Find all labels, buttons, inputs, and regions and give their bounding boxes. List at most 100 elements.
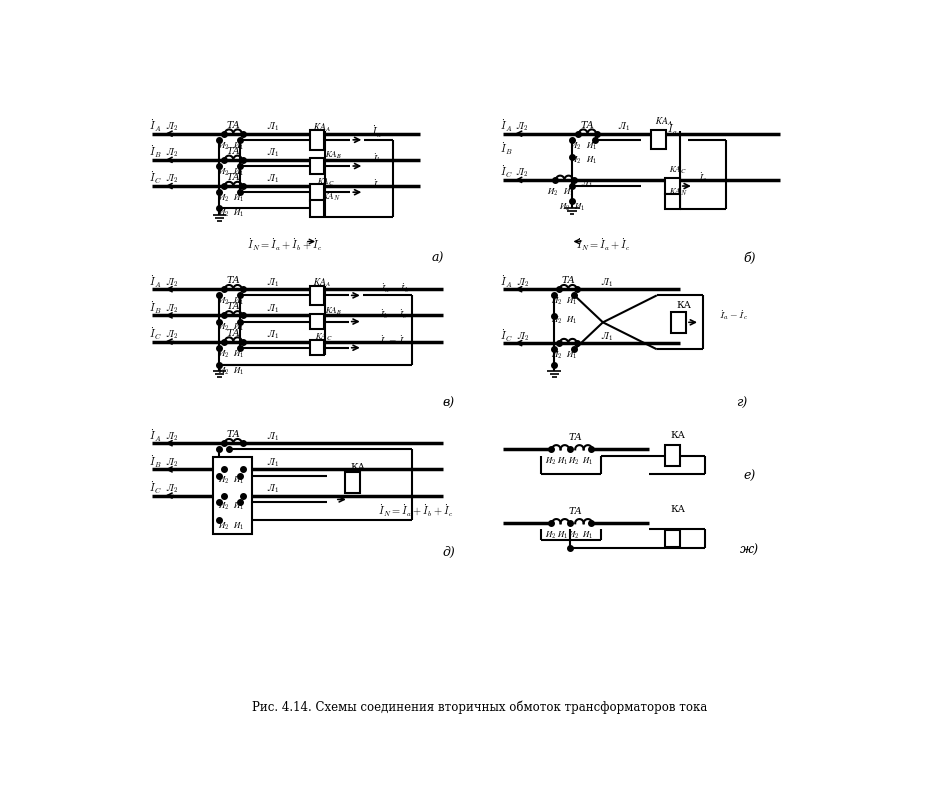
Text: $Л_1$: $Л_1$ (581, 177, 593, 190)
Text: ж): ж) (739, 544, 759, 557)
Text: КА: КА (676, 301, 692, 310)
Text: $Л_1$: $Л_1$ (268, 328, 279, 341)
Bar (345, 472, 360, 493)
Text: $И_2$: $И_2$ (570, 140, 581, 152)
Bar (311, 286, 324, 305)
Text: $КА_В$: $КА_В$ (325, 149, 342, 161)
Text: $Л_1$: $Л_1$ (268, 430, 279, 442)
Text: $Л_2$: $Л_2$ (517, 330, 529, 343)
Text: $И_2$: $И_2$ (568, 530, 579, 542)
Text: $\dot{I}_C$: $\dot{I}_C$ (149, 480, 162, 496)
Text: $Л_1$: $Л_1$ (268, 456, 279, 469)
Text: $И_2$: $И_2$ (217, 322, 229, 334)
Text: $\dot{I}_a-\dot{I}_b$: $\dot{I}_a-\dot{I}_b$ (380, 280, 410, 295)
Text: $И_2$: $И_2$ (217, 166, 229, 178)
Text: $Л_2$: $Л_2$ (166, 172, 178, 185)
Text: ТА: ТА (227, 121, 241, 130)
Text: $КА_А$: $КА_А$ (313, 276, 331, 289)
Text: $Л_2$: $Л_2$ (166, 482, 178, 495)
Text: $Л_2$: $Л_2$ (166, 430, 178, 442)
Bar (665, 530, 680, 547)
Text: ТА: ТА (562, 276, 576, 285)
Text: б): б) (743, 252, 755, 265)
Text: $\dot{I}_C$: $\dot{I}_C$ (500, 327, 512, 343)
Text: $КА_В$: $КА_В$ (325, 305, 342, 317)
Text: $И_2$: $И_2$ (551, 314, 563, 326)
Text: $\dot{I}_b$: $\dot{I}_b$ (372, 152, 381, 165)
Text: $И_1$: $И_1$ (557, 456, 568, 467)
Text: $И_1$: $И_1$ (233, 475, 244, 486)
Text: $\dot{I}_C$: $\dot{I}_C$ (500, 164, 512, 181)
Text: $\dot{I}_c$: $\dot{I}_c$ (372, 177, 381, 192)
Text: $И_2$: $И_2$ (217, 140, 229, 152)
Text: $И_1$: $И_1$ (233, 348, 244, 359)
Text: $И_1$: $И_1$ (566, 314, 578, 326)
Text: $\dot{I}_N=\dot{I}_a+\dot{I}_b+\dot{I}_c$: $\dot{I}_N=\dot{I}_a+\dot{I}_b+\dot{I}_c… (378, 503, 453, 519)
Text: ТА: ТА (227, 329, 241, 338)
Text: ТА: ТА (569, 434, 583, 442)
Text: $\dot{I}_A$: $\dot{I}_A$ (500, 273, 512, 289)
Text: $И_1$: $И_1$ (582, 456, 593, 467)
Text: $Л_2$: $Л_2$ (166, 456, 178, 469)
Bar (665, 445, 680, 467)
Text: $И_1$: $И_1$ (557, 530, 568, 542)
Text: $\dot{I}_A$: $\dot{I}_A$ (500, 118, 512, 134)
Text: $\dot{I}_A$: $\dot{I}_A$ (150, 427, 162, 443)
Text: $Л_2$: $Л_2$ (516, 120, 528, 133)
Text: $Л_2$: $Л_2$ (166, 276, 178, 289)
Text: $И_2$: $И_2$ (217, 207, 229, 218)
Text: ТА: ТА (227, 173, 241, 182)
Text: ТА: ТА (580, 121, 594, 130)
Text: КА: КА (351, 463, 366, 472)
Text: $И_2$: $И_2$ (217, 348, 229, 359)
Text: $Л_1$: $Л_1$ (601, 276, 613, 289)
Text: $И_2$: $И_2$ (551, 296, 563, 307)
Text: ТА: ТА (227, 276, 241, 285)
Text: г): г) (736, 397, 747, 409)
Text: $КА_С$: $КА_С$ (316, 177, 334, 188)
Bar (665, 193, 680, 209)
Text: $\dot{I}_A$: $\dot{I}_A$ (150, 118, 162, 134)
Text: $Л_1$: $Л_1$ (268, 302, 279, 315)
Text: $И_2$: $И_2$ (217, 193, 229, 204)
Text: $И_2$: $И_2$ (545, 456, 556, 467)
Text: ТА: ТА (227, 302, 241, 311)
Text: $Л_1$: $Л_1$ (601, 330, 613, 343)
Bar (311, 184, 324, 201)
Text: а): а) (431, 252, 444, 265)
Text: $\dot{I}_B$: $\dot{I}_B$ (149, 454, 162, 470)
Text: $И_2$: $И_2$ (548, 186, 559, 198)
Text: $КА_С$: $КА_С$ (669, 164, 687, 176)
Text: в): в) (443, 397, 455, 409)
Text: $И_1$: $И_1$ (233, 322, 244, 334)
Text: $\dot{I}_N=\dot{I}_a+\dot{I}_c$: $\dot{I}_N=\dot{I}_a+\dot{I}_c$ (576, 236, 630, 252)
Text: $КА_N$: $КА_N$ (322, 192, 341, 203)
Text: д): д) (443, 546, 455, 559)
Text: $Л_1$: $Л_1$ (268, 482, 279, 495)
Bar (311, 314, 324, 330)
Text: $Л_2$: $Л_2$ (166, 120, 178, 133)
Text: $И_1$: $И_1$ (574, 202, 585, 214)
Text: $И_1$: $И_1$ (233, 365, 244, 376)
Text: $И_2$: $И_2$ (217, 365, 229, 376)
Text: $И_1$: $И_1$ (233, 296, 244, 307)
Text: $И_1$: $И_1$ (566, 296, 578, 307)
Text: $КА_А$: $КА_А$ (655, 115, 674, 127)
Text: $И_1$: $И_1$ (233, 140, 244, 152)
Text: $И_2$: $И_2$ (217, 521, 229, 532)
Bar (311, 157, 324, 174)
Text: е): е) (743, 470, 755, 483)
Text: КА: КА (671, 505, 686, 514)
Text: $Л_1$: $Л_1$ (268, 172, 279, 185)
Text: $И_1$: $И_1$ (566, 350, 578, 361)
Text: $Л_1$: $Л_1$ (619, 120, 631, 133)
Text: $КА_С$: $КА_С$ (314, 332, 332, 343)
Text: $И_1$: $И_1$ (563, 186, 574, 198)
Text: $\dot{I}_a-\dot{I}_c$: $\dot{I}_a-\dot{I}_c$ (719, 308, 749, 322)
Text: $И_2$: $И_2$ (545, 530, 556, 542)
Text: $Л_2$: $Л_2$ (517, 276, 529, 289)
Text: $\dot{I}_b-\dot{I}_c$: $\dot{I}_b-\dot{I}_c$ (379, 307, 408, 321)
Text: $И_2$: $И_2$ (551, 350, 563, 361)
Text: $\dot{I}_B$: $\dot{I}_B$ (149, 144, 162, 160)
Text: $И_1$: $И_1$ (586, 155, 597, 166)
